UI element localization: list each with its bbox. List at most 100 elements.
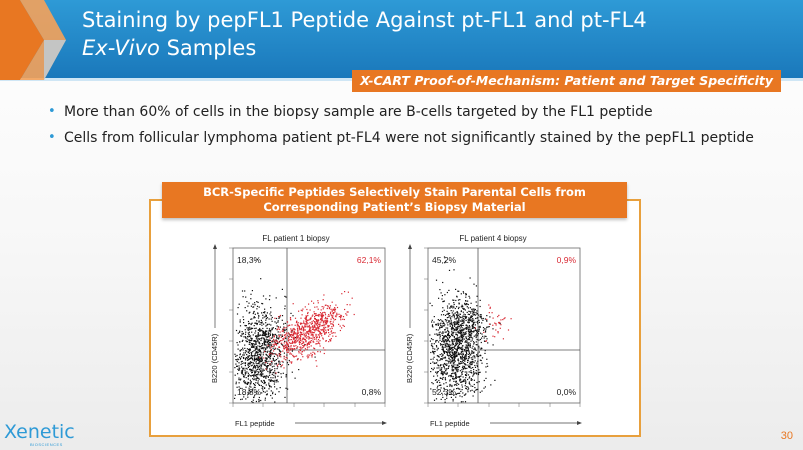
event-dot: [267, 334, 269, 336]
event-dot: [467, 360, 469, 362]
event-dot: [464, 317, 466, 319]
event-dot: [456, 350, 458, 352]
event-dot: [280, 334, 282, 336]
event-dot: [456, 364, 458, 367]
event-dot: [262, 375, 264, 377]
event-dot: [314, 330, 316, 332]
event-dot: [247, 327, 249, 329]
event-dot: [261, 343, 263, 345]
event-dot: [286, 346, 288, 348]
event-dot: [246, 327, 248, 329]
event-dot: [280, 366, 282, 368]
event-dot: [456, 369, 458, 371]
event-dot: [289, 335, 291, 337]
event-dot: [254, 302, 256, 304]
black-cell-cloud: [429, 256, 501, 403]
event-dot: [316, 365, 318, 367]
event-dot: [482, 317, 484, 320]
event-dot: [463, 315, 465, 317]
event-dot: [466, 367, 468, 369]
event-dot: [300, 352, 302, 354]
event-dot: [318, 328, 320, 330]
slide-title: Staining by pepFL1 Peptide Against pt-FL…: [82, 6, 647, 62]
event-dot: [447, 333, 449, 335]
event-dot: [251, 354, 253, 356]
event-dot: [317, 322, 319, 324]
event-dot: [290, 349, 292, 351]
event-dot: [313, 352, 316, 354]
event-dot: [261, 330, 263, 332]
event-dot: [465, 387, 467, 389]
event-dot: [267, 350, 269, 352]
event-dot: [263, 380, 265, 382]
event-dot: [504, 317, 506, 319]
event-dot: [453, 303, 455, 306]
event-dot: [279, 363, 281, 365]
event-dot: [268, 360, 270, 362]
event-dot: [473, 322, 475, 324]
event-dot: [484, 328, 486, 330]
event-dot: [283, 355, 285, 357]
event-dot: [309, 342, 311, 344]
event-dot: [287, 344, 289, 346]
event-dot: [258, 328, 260, 331]
event-dot: [248, 331, 250, 333]
event-dot: [293, 333, 295, 335]
event-dot: [441, 392, 443, 394]
event-dot: [247, 366, 249, 368]
event-dot: [334, 307, 336, 309]
event-dot: [435, 398, 438, 400]
event-dot: [462, 335, 464, 337]
event-dot: [235, 359, 237, 361]
event-dot: [465, 293, 467, 295]
event-dot: [255, 342, 257, 344]
event-dot: [468, 313, 470, 316]
event-dot: [472, 310, 474, 312]
event-dot: [473, 309, 476, 311]
event-dot: [263, 343, 265, 345]
event-dot: [483, 387, 485, 389]
event-dot: [462, 320, 464, 322]
event-dot: [456, 328, 458, 330]
event-dot: [436, 375, 439, 377]
event-dot: [260, 365, 263, 367]
event-dot: [333, 309, 335, 311]
event-dot: [328, 314, 330, 316]
event-dot: [304, 325, 306, 327]
event-dot: [249, 328, 251, 330]
event-dot: [470, 329, 472, 331]
event-dot: [445, 382, 447, 384]
event-dot: [304, 329, 306, 331]
event-dot: [254, 364, 256, 367]
event-dot: [470, 334, 472, 336]
event-dot: [255, 400, 257, 403]
event-dot: [453, 352, 456, 354]
event-dot: [446, 348, 448, 350]
event-dot: [286, 354, 288, 356]
event-dot: [270, 394, 272, 397]
event-dot: [324, 333, 326, 335]
event-dot: [466, 325, 468, 327]
event-dot: [465, 380, 467, 382]
event-dot: [268, 343, 270, 345]
event-dot: [457, 337, 459, 339]
event-dot: [464, 379, 466, 381]
event-dot: [253, 311, 255, 313]
event-dot: [452, 327, 454, 329]
event-dot: [270, 386, 272, 388]
event-dot: [251, 369, 253, 371]
event-dot: [240, 398, 242, 401]
event-dot: [270, 377, 272, 379]
event-dot: [265, 318, 267, 320]
event-dot: [308, 329, 310, 331]
event-dot: [253, 317, 255, 319]
event-dot: [346, 304, 348, 306]
event-dot: [274, 372, 276, 374]
event-dot: [253, 365, 255, 367]
event-dot: [461, 348, 463, 350]
event-dot: [456, 351, 458, 354]
event-dot: [468, 310, 470, 312]
event-dot: [341, 327, 343, 329]
event-dot: [251, 359, 254, 361]
event-dot: [243, 380, 245, 382]
